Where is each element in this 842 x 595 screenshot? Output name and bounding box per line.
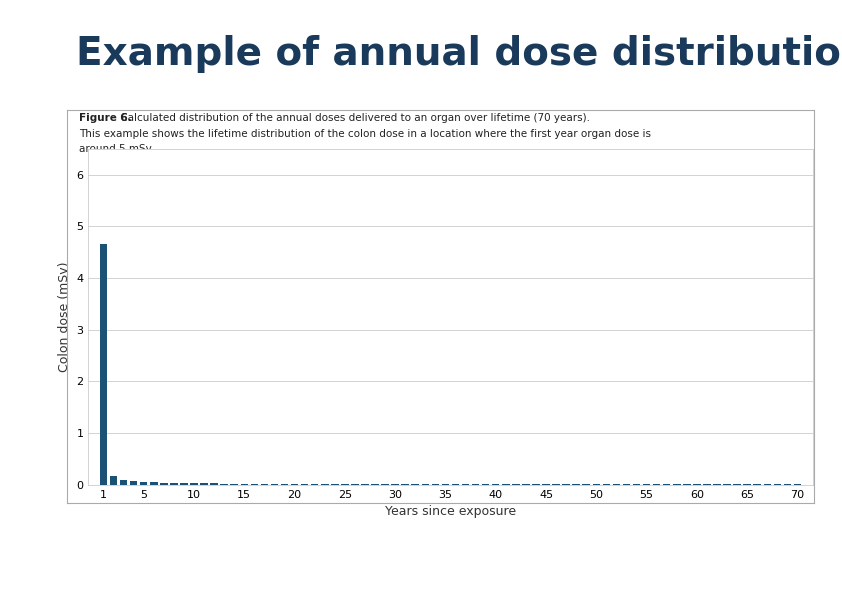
Bar [321,484,328,485]
Text: around 5 mSv: around 5 mSv [79,144,152,154]
Bar [180,483,188,485]
Bar [261,484,269,485]
Bar [402,484,409,485]
Bar [130,481,137,485]
Bar [170,483,178,485]
Bar [381,484,389,485]
Bar [311,484,318,485]
Bar [361,484,369,485]
Y-axis label: Colon dose (mSv): Colon dose (mSv) [58,262,71,372]
X-axis label: Years since exposure: Years since exposure [385,505,516,518]
Bar [341,484,349,485]
Bar [200,483,208,485]
Text: Figure 6.: Figure 6. [79,113,131,123]
Bar [331,484,338,485]
Text: Tokyo, Japan: Tokyo, Japan [55,559,132,572]
Bar [120,480,127,485]
Bar [280,484,288,485]
Bar [290,484,298,485]
Bar [221,484,228,485]
Bar [301,484,308,485]
Bar [210,483,218,485]
Bar [190,483,198,485]
Text: |: | [45,533,50,549]
Text: Radiation and Thyroid Cancer Workshop, February 2014,: Radiation and Thyroid Cancer Workshop, F… [55,524,409,537]
Bar [270,484,278,485]
Bar [351,484,359,485]
Bar [160,483,168,485]
Bar [251,484,258,485]
Text: Calculated distribution of the annual doses delivered to an organ over lifetime : Calculated distribution of the annual do… [117,113,589,123]
Bar [392,484,399,485]
Bar [371,484,379,485]
Text: World Health
Organization: World Health Organization [686,526,808,568]
Bar [231,484,238,485]
Text: Example of annual dose distribution: Example of annual dose distribution [76,35,842,73]
Bar [140,482,147,485]
Bar [99,245,107,485]
Text: This example shows the lifetime distribution of the colon dose in a location whe: This example shows the lifetime distribu… [79,129,651,139]
Bar [109,475,117,485]
Bar [150,483,157,485]
Bar [241,484,248,485]
Text: 25: 25 [21,533,42,548]
